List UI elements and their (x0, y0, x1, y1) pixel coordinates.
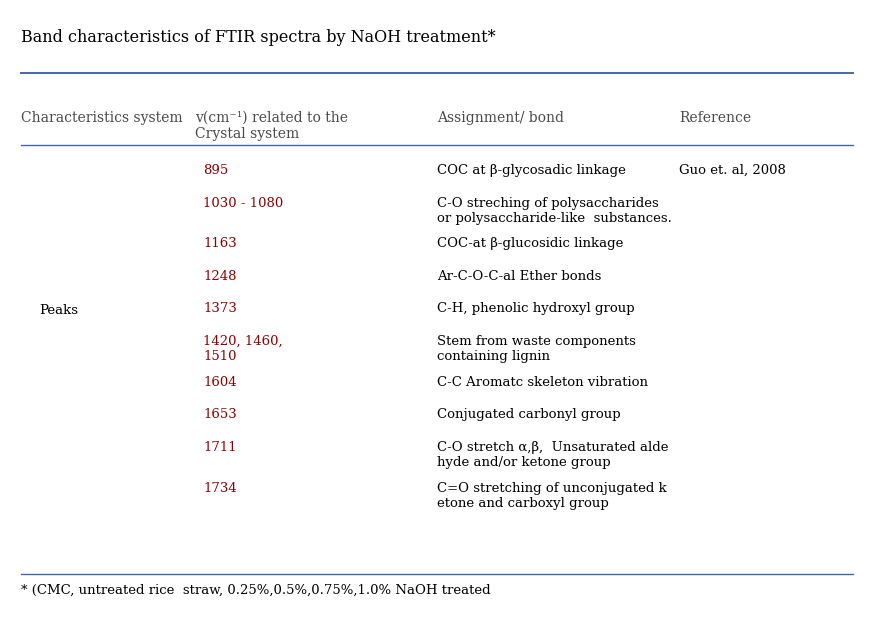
Text: 1711: 1711 (204, 441, 237, 454)
Text: 895: 895 (204, 164, 228, 177)
Text: Peaks: Peaks (38, 304, 78, 317)
Text: 1734: 1734 (204, 482, 237, 495)
Text: Band characteristics of FTIR spectra by NaOH treatment*: Band characteristics of FTIR spectra by … (22, 29, 496, 46)
Text: Guo et. al, 2008: Guo et. al, 2008 (679, 164, 787, 177)
Text: * (CMC, untreated rice  straw, 0.25%,0.5%,0.75%,1.0% NaOH treated: * (CMC, untreated rice straw, 0.25%,0.5%… (22, 584, 491, 597)
Text: 1373: 1373 (204, 302, 237, 316)
Text: C-H, phenolic hydroxyl group: C-H, phenolic hydroxyl group (437, 302, 635, 316)
Text: 1653: 1653 (204, 408, 237, 422)
Text: C=O stretching of unconjugated k
etone and carboxyl group: C=O stretching of unconjugated k etone a… (437, 482, 667, 510)
Text: 1420, 1460,
1510: 1420, 1460, 1510 (204, 335, 283, 363)
Text: C-O stretch α,β,  Unsaturated alde
hyde and/or ketone group: C-O stretch α,β, Unsaturated alde hyde a… (437, 441, 669, 469)
Text: Conjugated carbonyl group: Conjugated carbonyl group (437, 408, 621, 422)
Text: C-C Aromatc skeleton vibration: C-C Aromatc skeleton vibration (437, 376, 648, 389)
Text: C-O streching of polysaccharides
or polysaccharide-like  substances.: C-O streching of polysaccharides or poly… (437, 197, 672, 225)
Text: 1604: 1604 (204, 376, 237, 389)
Text: Ar-C-O-C-al Ether bonds: Ar-C-O-C-al Ether bonds (437, 270, 601, 283)
Text: Assignment/ bond: Assignment/ bond (437, 110, 564, 124)
Text: v(cm⁻¹) related to the
Crystal system: v(cm⁻¹) related to the Crystal system (195, 110, 348, 141)
Text: Characteristics system: Characteristics system (22, 110, 184, 124)
Text: COC at β-glycosadic linkage: COC at β-glycosadic linkage (437, 164, 626, 177)
Text: 1163: 1163 (204, 237, 237, 250)
Text: Stem from waste components
containing lignin: Stem from waste components containing li… (437, 335, 636, 363)
Text: COC-at β-glucosidic linkage: COC-at β-glucosidic linkage (437, 237, 623, 250)
Text: 1030 - 1080: 1030 - 1080 (204, 197, 283, 210)
Text: Reference: Reference (679, 110, 752, 124)
Text: 1248: 1248 (204, 270, 237, 283)
